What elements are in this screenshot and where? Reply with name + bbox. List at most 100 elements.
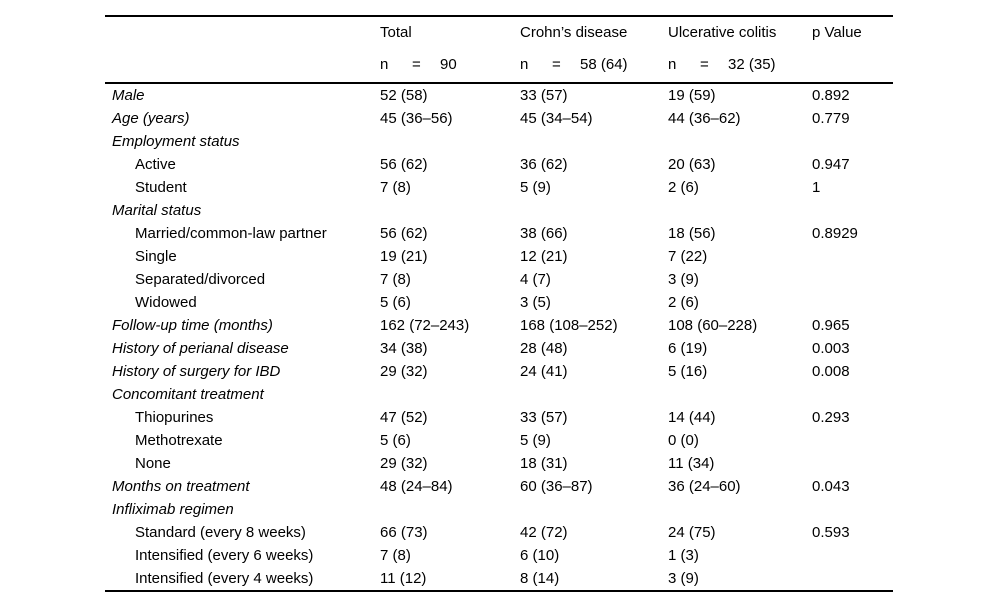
- crohns-value: 36 (62): [520, 155, 568, 173]
- p-value: [812, 567, 893, 590]
- ulcerative-colitis-value: [668, 498, 812, 521]
- ulcerative-colitis-value: 24 (75): [668, 523, 716, 541]
- p-value: 1: [812, 178, 821, 196]
- p-value: [812, 130, 893, 153]
- ulcerative-colitis-value: 6 (19): [668, 339, 708, 357]
- total-value: 5 (6): [380, 431, 411, 449]
- total-value: 19 (21): [380, 247, 428, 265]
- table-row: Infliximab regimen: [105, 498, 893, 521]
- ulcerative-colitis-value: 3 (9): [668, 270, 699, 288]
- ulcerative-colitis-value: 5 (16): [668, 362, 708, 380]
- table-header: Total n = 90 Crohn’s disease n = 58 (64) Ulc…: [105, 17, 893, 82]
- p-value: 0.008: [812, 362, 850, 380]
- crohns-value: [520, 383, 668, 406]
- p-value: [812, 245, 893, 268]
- column-n-line: n = 58 (64): [520, 55, 628, 73]
- ulcerative-colitis-value: 19 (59): [668, 86, 716, 104]
- crohns-value: 28 (48): [520, 339, 568, 357]
- row-label: Intensified (every 4 weeks): [135, 569, 314, 587]
- ulcerative-colitis-value: [668, 130, 812, 153]
- crohns-value: 42 (72): [520, 523, 568, 541]
- table-row: Married/common-law partner 56 (62) 38 (6…: [105, 222, 893, 245]
- ulcerative-colitis-value: 1 (3): [668, 546, 699, 564]
- table-bottom-rule: [105, 589, 893, 592]
- total-value: 47 (52): [380, 408, 428, 426]
- table-row: Age (years) 45 (36–56) 45 (34–54) 44 (36…: [105, 107, 893, 130]
- total-value: 56 (62): [380, 155, 428, 173]
- row-label: Intensified (every 6 weeks): [135, 546, 314, 564]
- column-n-line: n = 32 (35): [668, 55, 776, 73]
- total-value: 48 (24–84): [380, 477, 453, 495]
- table-row: Marital status: [105, 199, 893, 222]
- total-value: 7 (8): [380, 270, 411, 288]
- table-row: History of perianal disease 34 (38) 28 (…: [105, 337, 893, 360]
- crohns-value: 24 (41): [520, 362, 568, 380]
- total-value: 7 (8): [380, 178, 411, 196]
- total-value: 7 (8): [380, 546, 411, 564]
- total-value: 56 (62): [380, 224, 428, 242]
- total-value: [380, 383, 520, 406]
- row-label: Follow-up time (months): [112, 316, 273, 334]
- row-label: Concomitant treatment: [112, 385, 264, 403]
- row-label: None: [135, 454, 171, 472]
- ulcerative-colitis-value: [668, 383, 812, 406]
- total-value: 5 (6): [380, 293, 411, 311]
- p-value: 0.892: [812, 86, 850, 104]
- crohns-value: 38 (66): [520, 224, 568, 242]
- row-label: Single: [135, 247, 177, 265]
- row-label: Widowed: [135, 293, 197, 311]
- column-header-ulcerative-colitis: Ulcerative colitis n = 32 (35): [668, 17, 812, 82]
- column-title: Ulcerative colitis: [668, 23, 777, 41]
- crohns-value: 8 (14): [520, 569, 560, 587]
- ulcerative-colitis-value: 108 (60–228): [668, 316, 758, 334]
- crohns-value: 18 (31): [520, 454, 568, 472]
- column-title: Total: [380, 23, 412, 41]
- row-label: History of perianal disease: [112, 339, 289, 357]
- table-row: Employment status: [105, 130, 893, 153]
- row-label: Age (years): [112, 109, 190, 127]
- p-value: [812, 383, 893, 406]
- row-label: Methotrexate: [135, 431, 223, 449]
- row-label: Months on treatment: [112, 477, 250, 495]
- ulcerative-colitis-value: 18 (56): [668, 224, 716, 242]
- table-row: Separated/divorced 7 (8) 4 (7) 3 (9): [105, 268, 893, 291]
- p-value: 0.965: [812, 316, 850, 334]
- column-n-line: n = 90: [380, 55, 457, 73]
- table-row: Intensified (every 4 weeks) 11 (12) 8 (1…: [105, 567, 893, 590]
- total-value: 34 (38): [380, 339, 428, 357]
- p-value: 0.043: [812, 477, 850, 495]
- crohns-value: 60 (36–87): [520, 477, 593, 495]
- total-value: [380, 199, 520, 222]
- total-value: [380, 498, 520, 521]
- crohns-value: 3 (5): [520, 293, 551, 311]
- crohns-value: 33 (57): [520, 86, 568, 104]
- total-value: 29 (32): [380, 362, 428, 380]
- patient-characteristics-table: Total n = 90 Crohn’s disease n = 58 (64) Ulc…: [105, 15, 893, 592]
- row-label: Male: [112, 86, 145, 104]
- table-row: Active 56 (62) 36 (62) 20 (63) 0.947: [105, 153, 893, 176]
- ulcerative-colitis-value: 11 (34): [668, 454, 715, 472]
- crohns-value: 168 (108–252): [520, 316, 618, 334]
- ulcerative-colitis-value: 3 (9): [668, 569, 699, 587]
- total-value: 45 (36–56): [380, 109, 453, 127]
- p-value: 0.8929: [812, 224, 858, 242]
- p-value: 0.947: [812, 155, 850, 173]
- table-row: Single 19 (21) 12 (21) 7 (22): [105, 245, 893, 268]
- row-label: Marital status: [112, 201, 202, 219]
- crohns-value: 5 (9): [520, 431, 551, 449]
- p-value: 0.593: [812, 523, 850, 541]
- crohns-value: [520, 498, 668, 521]
- crohns-value: [520, 199, 668, 222]
- table-body: Male 52 (58) 33 (57) 19 (59) 0.892 Age (…: [105, 84, 893, 590]
- row-label: History of surgery for IBD: [112, 362, 281, 380]
- crohns-value: 12 (21): [520, 247, 568, 265]
- crohns-value: 6 (10): [520, 546, 560, 564]
- table-row: Intensified (every 6 weeks) 7 (8) 6 (10)…: [105, 544, 893, 567]
- column-header-total: Total n = 90: [380, 17, 520, 82]
- crohns-value: 5 (9): [520, 178, 551, 196]
- row-label: Separated/divorced: [135, 270, 266, 288]
- total-value: [380, 130, 520, 153]
- table-row: Standard (every 8 weeks) 66 (73) 42 (72)…: [105, 521, 893, 544]
- table-row: Months on treatment 48 (24–84) 60 (36–87…: [105, 475, 893, 498]
- total-value: 162 (72–243): [380, 316, 470, 334]
